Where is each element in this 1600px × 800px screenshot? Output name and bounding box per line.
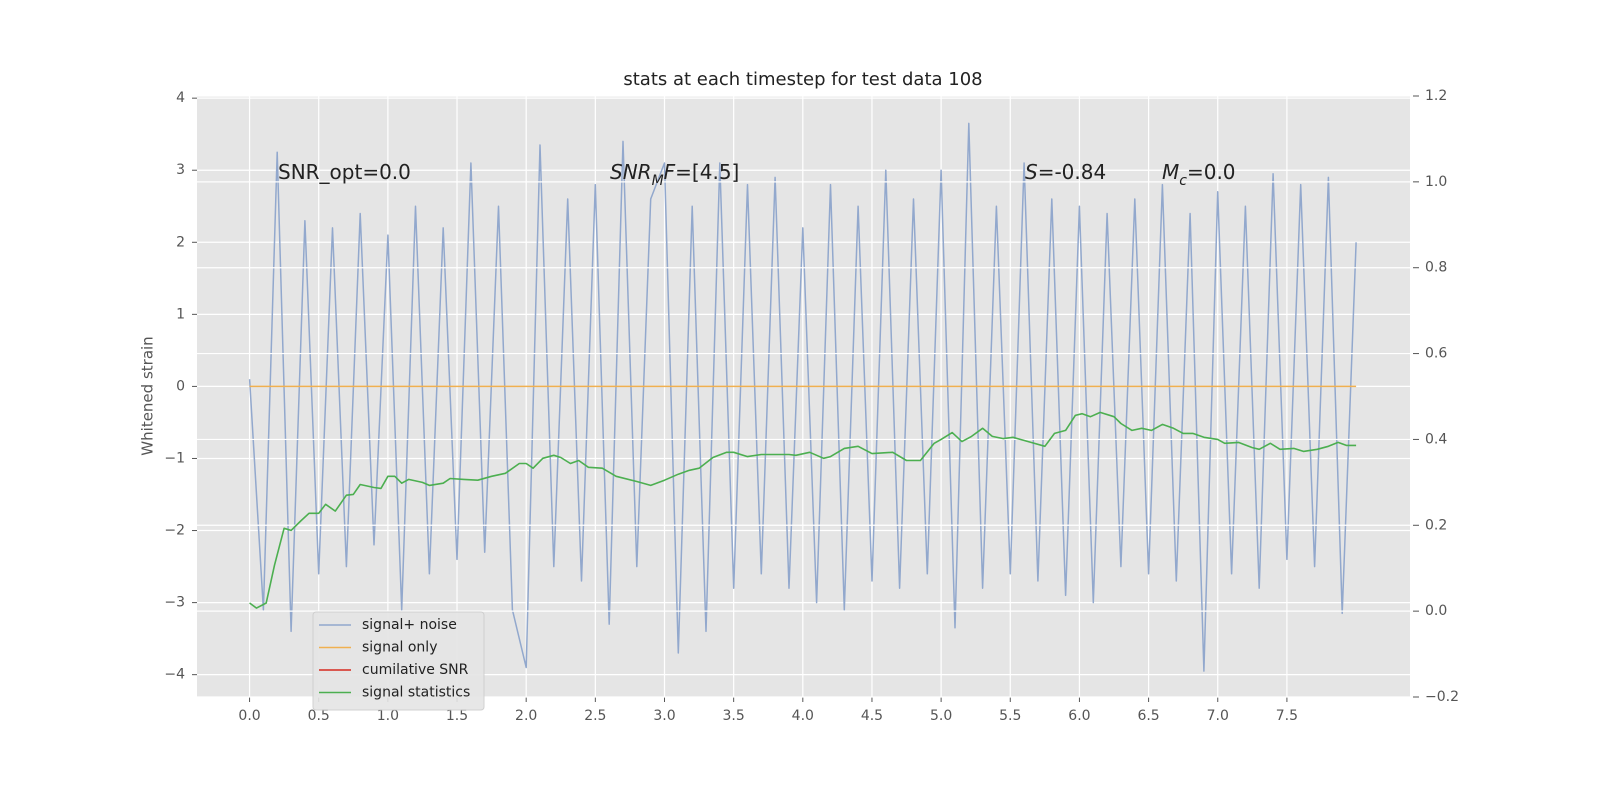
annotation-part: =[4.5]: [675, 160, 739, 184]
y-tick-label: −4: [164, 667, 185, 683]
y-tick-label: 2: [176, 234, 185, 250]
y2-tick-label: 0.4: [1425, 431, 1447, 447]
annotation: SNRMF=[4.5]: [610, 160, 739, 190]
series-line: [249, 411, 1357, 609]
x-tick-label: 4.0: [792, 708, 814, 724]
y2-tick-label: 1.0: [1425, 174, 1447, 190]
y-tick-label: 4: [176, 90, 185, 106]
legend-box: [312, 611, 485, 711]
x-tick-label: 6.5: [1137, 708, 1159, 724]
annotation-part: SNR: [610, 160, 652, 184]
y-tick-label: −2: [164, 523, 185, 539]
series-group: [248, 122, 1357, 672]
x-tick-label: 3.0: [653, 708, 675, 724]
annotation-part: F: [664, 160, 676, 184]
annotation-part: c: [1179, 173, 1187, 189]
y-tick-label: −1: [164, 450, 185, 466]
legend-label: signal statistics: [362, 685, 470, 701]
legend-label: cumilative SNR: [362, 662, 469, 678]
y2-tick-label: 1.2: [1425, 88, 1447, 104]
y-tick-label: 1: [176, 306, 185, 322]
x-tick-label: 0.5: [308, 708, 330, 724]
x-tick-label: 4.5: [861, 708, 883, 724]
y2-tick-label: 0.0: [1425, 603, 1447, 619]
y2-tick-label: −0.2: [1425, 689, 1459, 705]
annotation-part: =0.0: [1187, 160, 1236, 184]
x-tick-label: 6.0: [1068, 708, 1090, 724]
x-tick-label: 5.5: [999, 708, 1021, 724]
legend: signal+ noise signal only cumilative SNR si…: [312, 611, 485, 711]
x-tick-label: 7.0: [1207, 708, 1229, 724]
y-axis-label: Whitened strain: [139, 336, 157, 455]
annotation-part: M: [652, 173, 664, 189]
y2-tick-label: 0.8: [1425, 260, 1447, 276]
chart-title: stats at each timestep for test data 108: [623, 69, 982, 90]
y-tick-label: 3: [176, 162, 185, 178]
y2-tick-label: 0.6: [1425, 346, 1447, 362]
annotation: Mc=0.0: [1162, 160, 1236, 190]
x-tick-label: 5.0: [930, 708, 952, 724]
x-tick-label: 2.0: [515, 708, 537, 724]
x-tick-label: 1.0: [377, 708, 399, 724]
x-tick-label: 3.5: [723, 708, 745, 724]
annotation-part: SNR_opt=0.0: [278, 160, 411, 184]
annotation-part: =-0.84: [1038, 160, 1107, 184]
y-tick-label: 0: [176, 378, 185, 394]
y-tick-label: −3: [164, 595, 185, 611]
x-tick-label: 2.5: [584, 708, 606, 724]
x-tick-label: 1.5: [446, 708, 468, 724]
series-line: [248, 122, 1357, 672]
x-tick-label: 0.0: [238, 708, 260, 724]
annotation-part: S: [1025, 160, 1038, 184]
annotation-part: M: [1162, 160, 1179, 184]
annotation: SNR_opt=0.0: [278, 160, 411, 184]
legend-label: signal+ noise: [362, 617, 457, 633]
y2-tick-label: 0.2: [1425, 517, 1447, 533]
plot-area: [197, 96, 1410, 697]
x-tick-label: 7.5: [1276, 708, 1298, 724]
legend-label: signal only: [362, 640, 437, 656]
annotation: S=-0.84: [1025, 160, 1106, 184]
